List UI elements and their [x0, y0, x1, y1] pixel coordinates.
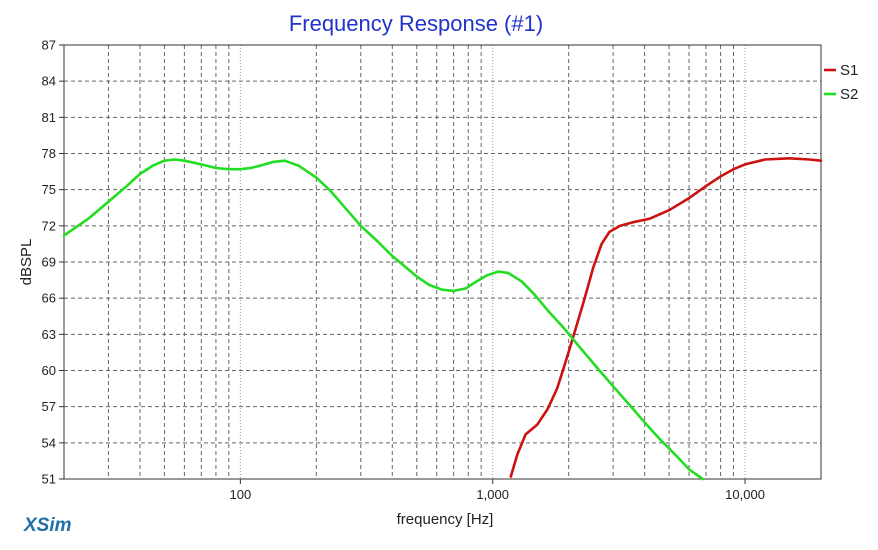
y-axis-label: dBSPL — [18, 239, 35, 286]
y-tick-label: 69 — [42, 255, 56, 270]
xsim-logo: XSim — [23, 515, 72, 536]
legend-label-s1: S1 — [840, 62, 858, 79]
series-line-s2 — [62, 158, 705, 481]
x-axis-label: frequency [Hz] — [397, 511, 494, 528]
y-tick-label: 63 — [42, 327, 56, 342]
y-axis-ticks: 51 54 57 60 63 66 69 72 75 78 81 84 87 — [42, 38, 64, 487]
y-tick-label: 84 — [42, 74, 56, 89]
y-tick-label: 75 — [42, 182, 56, 197]
y-tick-label: 72 — [42, 218, 56, 233]
y-tick-label: 57 — [42, 399, 56, 414]
y-tick-label: 81 — [42, 110, 56, 125]
y-tick-label: 87 — [42, 38, 56, 53]
y-tick-label: 78 — [42, 146, 56, 161]
legend-label-s2: S2 — [840, 86, 858, 103]
x-axis-ticks: 100 1,000 10,000 — [230, 479, 765, 502]
x-tick-label: 100 — [230, 487, 252, 502]
grid-lines — [64, 45, 821, 479]
x-tick-label: 1,000 — [476, 487, 509, 502]
series-line-s1 — [509, 157, 823, 478]
y-tick-label: 60 — [42, 363, 56, 378]
x-tick-label: 10,000 — [725, 487, 765, 502]
y-tick-label: 54 — [42, 435, 56, 450]
series-lines — [62, 157, 823, 481]
chart-title: Frequency Response (#1) — [289, 11, 543, 36]
y-tick-label: 66 — [42, 291, 56, 306]
y-tick-label: 51 — [42, 472, 56, 487]
